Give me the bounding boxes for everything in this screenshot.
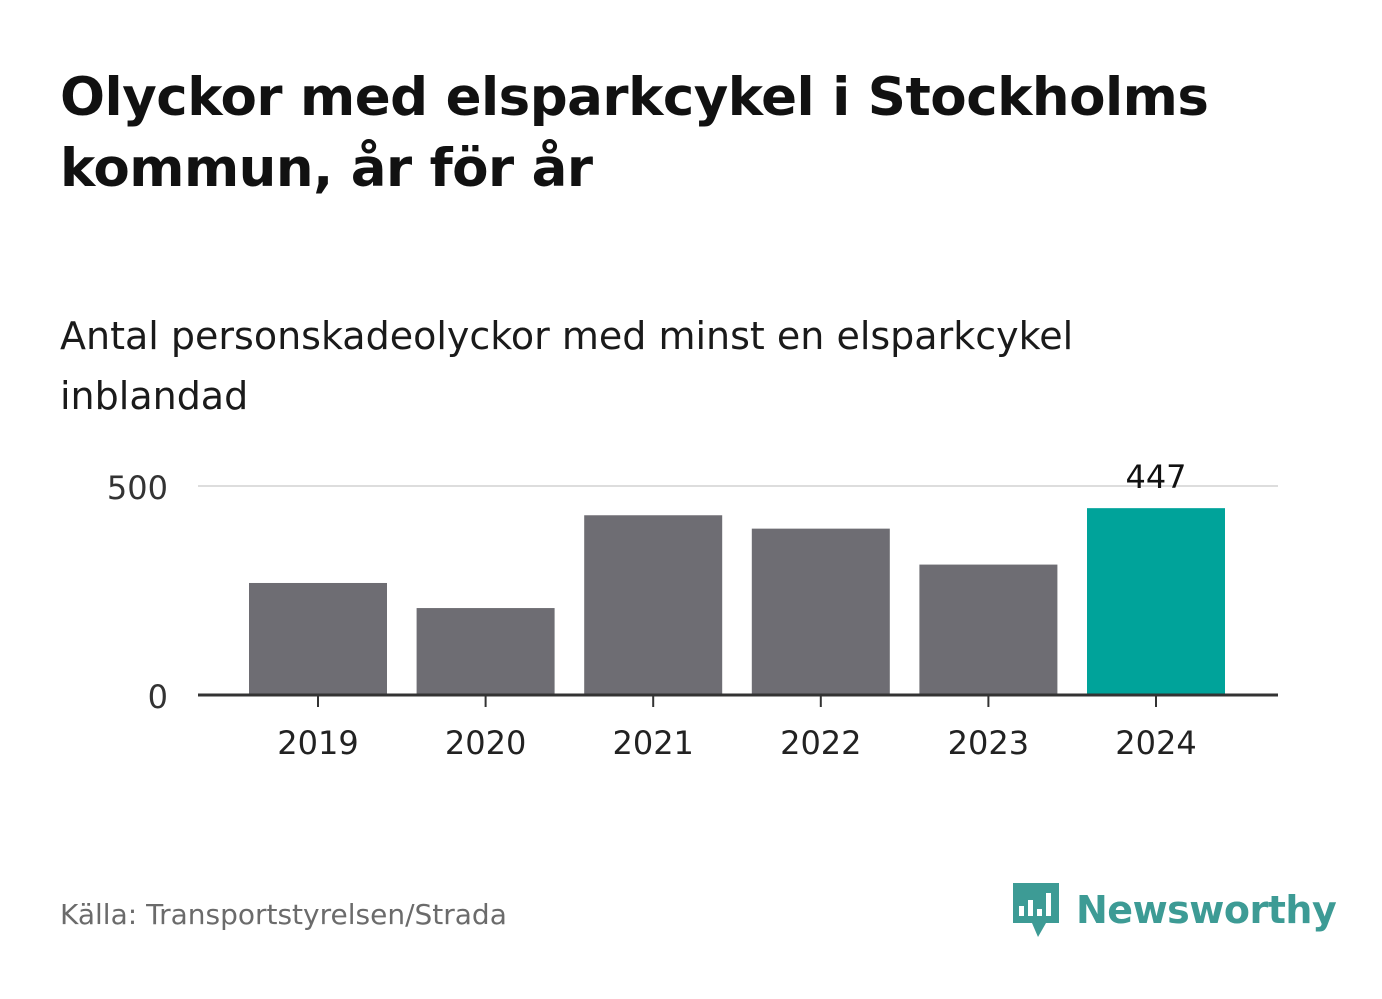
x-tick-label: 2023 xyxy=(948,724,1029,762)
y-tick-label: 500 xyxy=(107,469,168,507)
bar xyxy=(751,528,890,695)
bar xyxy=(584,515,723,695)
bar xyxy=(1087,508,1225,695)
brand-name: Newsworthy xyxy=(1076,888,1337,932)
y-tick-label: 0 xyxy=(148,678,168,716)
x-tick-label: 2019 xyxy=(277,724,358,762)
x-tick-label: 2021 xyxy=(612,724,693,762)
newsworthy-logo-icon xyxy=(1013,883,1059,937)
chart-subtitle: Antal personskadeolyckor med minst en el… xyxy=(60,314,1074,418)
bar xyxy=(919,564,1058,695)
data-label: 447 xyxy=(1125,458,1186,496)
bar xyxy=(416,608,555,695)
x-tick-label: 2022 xyxy=(780,724,861,762)
x-tick-label: 2024 xyxy=(1115,724,1196,762)
x-tick-label: 2020 xyxy=(445,724,526,762)
source-note: Källa: Transportstyrelsen/Strada xyxy=(60,898,507,931)
chart-title: Olyckor med elsparkcykel i Stockholms ko… xyxy=(60,67,1209,199)
brand-logo: Newsworthy xyxy=(1010,878,1337,942)
bar xyxy=(249,582,387,695)
